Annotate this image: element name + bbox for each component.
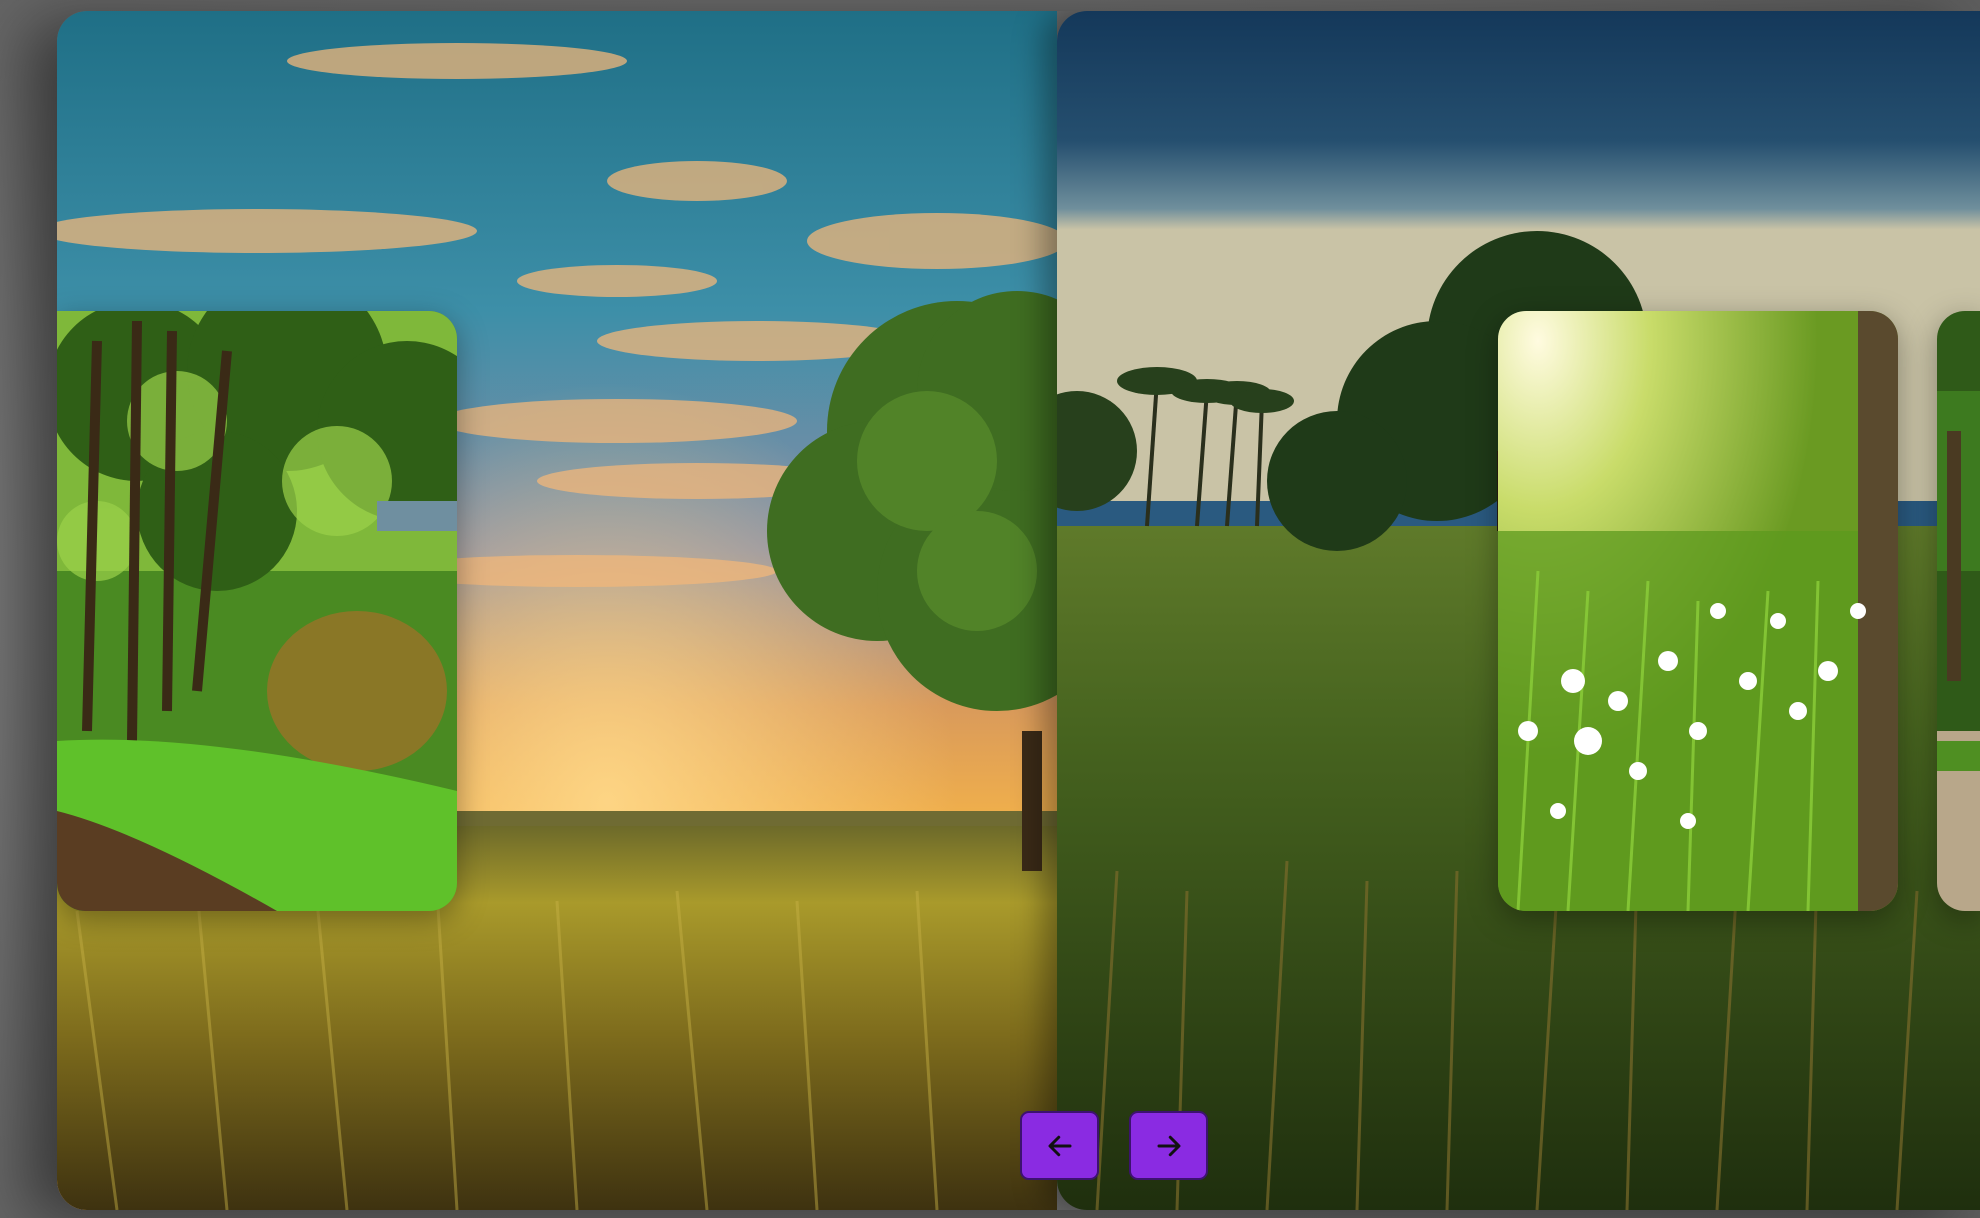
- card-garden-path[interactable]: [1937, 311, 1980, 911]
- garden-path-image: [1937, 311, 1980, 911]
- arrow-left-icon: [1048, 1135, 1071, 1156]
- forest-path-image: [57, 311, 457, 911]
- card-forest-path[interactable]: [57, 311, 457, 911]
- card-white-flowers[interactable]: [1498, 311, 1898, 911]
- next-button[interactable]: [1129, 1111, 1208, 1180]
- white-flowers-image: [1498, 311, 1898, 911]
- image-slider: [57, 11, 1980, 1210]
- previous-button[interactable]: [1020, 1111, 1099, 1180]
- arrow-right-icon: [1157, 1135, 1180, 1156]
